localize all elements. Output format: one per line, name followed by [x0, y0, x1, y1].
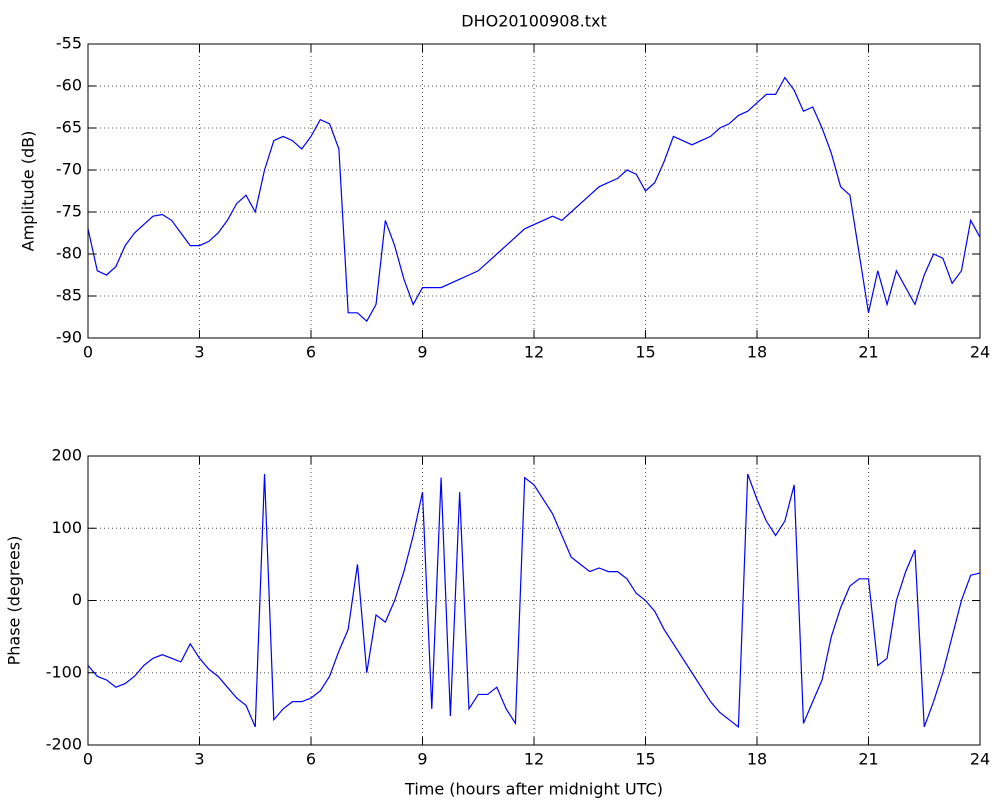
y-axis-label: Phase (degrees): [5, 536, 24, 666]
y-tick-label: -85: [56, 286, 82, 305]
data-line: [87, 473, 981, 729]
x-tick-label: 0: [83, 750, 93, 769]
axes-frame: [87, 455, 981, 746]
x-tick-label: 21: [858, 750, 878, 769]
x-tick-label: 24: [970, 750, 990, 769]
y-tick-label: -65: [56, 118, 82, 137]
x-tick-label: 6: [306, 750, 316, 769]
y-tick-label: -100: [46, 662, 82, 681]
data-line: [87, 76, 981, 323]
x-tick-label: 9: [417, 343, 427, 362]
y-tick-label: -80: [56, 244, 82, 263]
x-tick-label: 15: [635, 343, 655, 362]
x-tick-label: 21: [858, 343, 878, 362]
axes-frame: [87, 43, 981, 339]
x-axis-label: Time (hours after midnight UTC): [404, 780, 663, 799]
y-tick-label: -200: [46, 735, 82, 754]
y-tick-label: -55: [56, 34, 82, 53]
y-tick-label: 200: [51, 446, 82, 465]
y-tick-label: -75: [56, 202, 82, 221]
x-tick-label: 9: [417, 750, 427, 769]
y-tick-label: 100: [51, 518, 82, 537]
y-tick-label: 0: [72, 590, 82, 609]
x-tick-label: 24: [970, 343, 990, 362]
chart-title: DHO20100908.txt: [461, 12, 606, 31]
x-tick-label: 18: [747, 750, 767, 769]
x-tick-label: 12: [524, 750, 544, 769]
y-axis-label: Amplitude (dB): [19, 131, 38, 252]
x-tick-label: 6: [306, 343, 316, 362]
x-tick-label: 18: [747, 343, 767, 362]
x-tick-label: 12: [524, 343, 544, 362]
x-tick-label: 0: [83, 343, 93, 362]
y-tick-label: -90: [56, 328, 82, 347]
x-tick-label: 3: [194, 750, 204, 769]
y-tick-label: -70: [56, 160, 82, 179]
y-tick-label: -60: [56, 76, 82, 95]
x-tick-label: 15: [635, 750, 655, 769]
x-tick-label: 3: [194, 343, 204, 362]
